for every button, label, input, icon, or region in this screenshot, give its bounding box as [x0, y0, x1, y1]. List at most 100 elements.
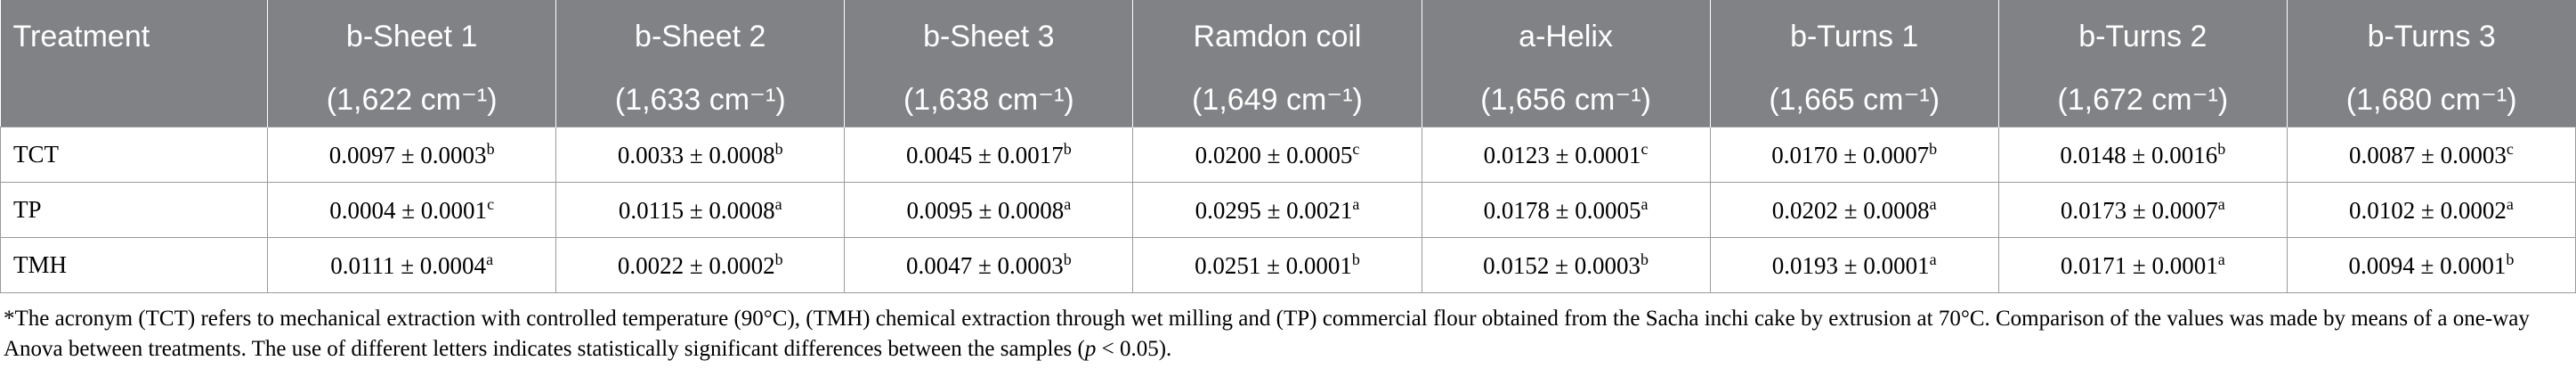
table-body: TCT 0.0097 ± 0.0003b 0.0033 ± 0.0008b 0.004… — [0, 127, 2576, 293]
significance-letter: b — [774, 250, 783, 268]
cell-value: 0.0171 ± 0.0001 — [2060, 252, 2218, 279]
header-b-turns-1: b-Turns 1 — [1709, 0, 1999, 73]
significance-letter: b — [1640, 250, 1648, 268]
header-treatment: Treatment — [0, 0, 268, 73]
cell-value: 0.0004 ± 0.0001 — [329, 197, 488, 224]
header-wavenumber-3: (1,638 cm⁻¹) — [844, 73, 1133, 127]
header-b-turns-2: b-Turns 2 — [1997, 0, 2288, 73]
table-cell: 0.0178 ± 0.0005a — [1421, 182, 1711, 238]
significance-letter: b — [1929, 140, 1938, 158]
significance-letter: a — [2217, 250, 2225, 268]
cell-value: 0.0202 ± 0.0008 — [1771, 197, 1930, 224]
table-cell: 0.0102 ± 0.0002a — [2286, 182, 2576, 238]
significance-letter: a — [486, 250, 494, 268]
cell-value: 0.0047 ± 0.0003 — [905, 252, 1064, 279]
cell-value: 0.0148 ± 0.0016 — [2060, 142, 2218, 168]
significance-letter: a — [1929, 195, 1937, 213]
header-row-wavenumbers: (1,622 cm⁻¹) (1,633 cm⁻¹) (1,638 cm⁻¹) (… — [0, 73, 2576, 127]
cell-value: 0.0033 ± 0.0008 — [617, 142, 775, 168]
table-cell: 0.0115 ± 0.0008a — [555, 182, 846, 238]
table-cell: 0.0152 ± 0.0003b — [1421, 237, 1711, 293]
table-row: TP 0.0004 ± 0.0001c 0.0115 ± 0.0008a 0.0095… — [0, 182, 2576, 238]
significance-letter: a — [1064, 195, 1072, 213]
significance-letter: b — [1351, 250, 1360, 268]
cell-value: 0.0123 ± 0.0001 — [1483, 142, 1641, 168]
header-wavenumber-4: (1,649 cm⁻¹) — [1132, 73, 1422, 127]
header-wavenumber-6: (1,665 cm⁻¹) — [1709, 73, 1999, 127]
table-cell: 0.0004 ± 0.0001c — [267, 182, 557, 238]
cell-value: 0.0095 ± 0.0008 — [906, 197, 1065, 224]
table-row: TMH 0.0111 ± 0.0004a 0.0022 ± 0.0002b 0.004… — [0, 237, 2576, 293]
table-cell: 0.0171 ± 0.0001a — [1997, 237, 2288, 293]
header-wavenumber-blank — [0, 73, 268, 127]
significance-letter: c — [1640, 140, 1648, 158]
header-b-sheet-2: b-Sheet 2 — [555, 0, 845, 73]
row-label: TMH — [0, 237, 269, 293]
cell-value: 0.0102 ± 0.0002 — [2349, 197, 2507, 224]
cell-value: 0.0115 ± 0.0008 — [618, 197, 775, 224]
table-header: Treatment b-Sheet 1 b-Sheet 2 b-Sheet 3 … — [0, 0, 2576, 127]
table-cell: 0.0094 ± 0.0001b — [2286, 237, 2576, 293]
header-a-helix: a-Helix — [1421, 0, 1711, 73]
header-wavenumber-1: (1,622 cm⁻¹) — [267, 73, 556, 127]
footnote-text-end: < 0.05). — [1096, 337, 1172, 361]
table-cell: 0.0045 ± 0.0017b — [844, 127, 1134, 183]
significance-letter: b — [486, 140, 495, 158]
header-wavenumber-7: (1,672 cm⁻¹) — [1997, 73, 2288, 127]
table-cell: 0.0097 ± 0.0003b — [267, 127, 557, 183]
table-cell: 0.0123 ± 0.0001c — [1421, 127, 1711, 183]
significance-letter: a — [1352, 195, 1360, 213]
table-cell: 0.0200 ± 0.0005c — [1132, 127, 1422, 183]
table-cell: 0.0033 ± 0.0008b — [555, 127, 846, 183]
header-b-sheet-1: b-Sheet 1 — [267, 0, 556, 73]
cell-value: 0.0170 ± 0.0007 — [1771, 142, 1930, 168]
cell-value: 0.0045 ± 0.0017 — [905, 142, 1064, 168]
header-wavenumber-8: (1,680 cm⁻¹) — [2286, 73, 2576, 127]
header-b-turns-3: b-Turns 3 — [2286, 0, 2576, 73]
footnote-p-symbol: p — [1084, 337, 1097, 361]
significance-letter: a — [774, 195, 782, 213]
cell-value: 0.0178 ± 0.0005 — [1483, 197, 1641, 224]
cell-value: 0.0251 ± 0.0001 — [1195, 252, 1352, 279]
cell-value: 0.0173 ± 0.0007 — [2060, 197, 2218, 224]
row-label: TCT — [0, 127, 269, 183]
cell-value: 0.0152 ± 0.0003 — [1483, 252, 1640, 279]
cell-value: 0.0094 ± 0.0001 — [2348, 252, 2507, 279]
significance-letter: b — [774, 140, 783, 158]
table-cell: 0.0170 ± 0.0007b — [1709, 127, 1999, 183]
header-wavenumber-2: (1,633 cm⁻¹) — [555, 73, 845, 127]
significance-letter: c — [487, 195, 495, 213]
significance-letter: b — [2506, 250, 2515, 268]
significance-letter: a — [2506, 195, 2514, 213]
significance-letter: b — [2217, 140, 2226, 158]
significance-letter: c — [1352, 140, 1360, 158]
table-cell: 0.0095 ± 0.0008a — [844, 182, 1134, 238]
table-container: Treatment b-Sheet 1 b-Sheet 2 b-Sheet 3 … — [0, 0, 2576, 365]
footnote-text: *The acronym (TCT) refers to mechanical … — [4, 307, 2530, 361]
table-cell: 0.0022 ± 0.0002b — [555, 237, 846, 293]
significance-letter: a — [2217, 195, 2225, 213]
table-cell: 0.0173 ± 0.0007a — [1997, 182, 2288, 238]
cell-value: 0.0295 ± 0.0021 — [1195, 197, 1353, 224]
header-random-coil: Ramdon coil — [1132, 0, 1422, 73]
table-cell: 0.0111 ± 0.0004a — [267, 237, 557, 293]
table-cell: 0.0251 ± 0.0001b — [1132, 237, 1422, 293]
table-footnote: *The acronym (TCT) refers to mechanical … — [0, 293, 2576, 365]
table-cell: 0.0295 ± 0.0021a — [1132, 182, 1422, 238]
cell-value: 0.0193 ± 0.0001 — [1771, 252, 1930, 279]
table-row: TCT 0.0097 ± 0.0003b 0.0033 ± 0.0008b 0.004… — [0, 127, 2576, 183]
header-row-names: Treatment b-Sheet 1 b-Sheet 2 b-Sheet 3 … — [0, 0, 2576, 73]
cell-value: 0.0097 ± 0.0003 — [328, 142, 487, 168]
data-table: Treatment b-Sheet 1 b-Sheet 2 b-Sheet 3 … — [0, 0, 2576, 293]
significance-letter: c — [2506, 140, 2514, 158]
significance-letter: b — [1063, 140, 1072, 158]
table-cell: 0.0087 ± 0.0003c — [2286, 127, 2576, 183]
cell-value: 0.0087 ± 0.0003 — [2349, 142, 2507, 168]
table-cell: 0.0202 ± 0.0008a — [1709, 182, 1999, 238]
header-wavenumber-5: (1,656 cm⁻¹) — [1421, 73, 1711, 127]
significance-letter: a — [1640, 195, 1648, 213]
significance-letter: b — [1063, 250, 1072, 268]
header-b-sheet-3: b-Sheet 3 — [844, 0, 1133, 73]
cell-value: 0.0022 ± 0.0002 — [617, 252, 775, 279]
table-cell: 0.0047 ± 0.0003b — [844, 237, 1134, 293]
